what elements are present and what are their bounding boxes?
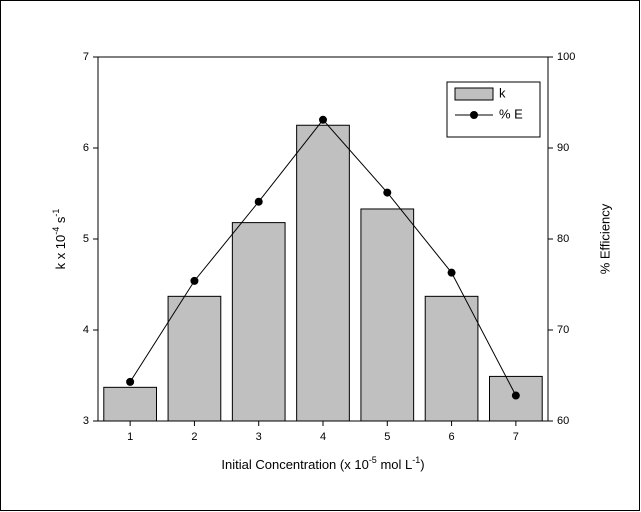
y-tick-label: 4: [83, 324, 89, 336]
x-tick-label: 6: [449, 431, 455, 443]
marker: [190, 276, 199, 285]
y-tick-label: 7: [83, 51, 89, 63]
bar: [296, 124, 350, 422]
x-tick-label: 7: [513, 431, 519, 443]
y2-tick-label: 90: [557, 142, 569, 154]
y2-tick-label: 60: [557, 415, 569, 427]
x-tick-label: 2: [191, 431, 197, 443]
y-label: k x 10-4 s-1: [51, 209, 68, 270]
marker: [126, 377, 135, 386]
y2-label: % Efficiency: [597, 203, 612, 274]
y-tick-label: 5: [83, 233, 89, 245]
label-part: mol L: [377, 457, 412, 472]
label-part: s: [53, 216, 68, 227]
label-part: k x 10: [53, 235, 68, 270]
legend-marker: [470, 111, 478, 119]
marker: [383, 188, 392, 197]
label-part: -1: [412, 455, 420, 465]
y-tick-label: 6: [83, 142, 89, 154]
x-tick-label: 4: [320, 431, 326, 443]
label-part: -4: [51, 227, 61, 235]
bar: [360, 208, 415, 422]
x-tick-label: 3: [256, 431, 262, 443]
x-label: Initial Concentration (x 10-5 mol L-1): [221, 455, 424, 472]
y2-tick-label: 70: [557, 324, 569, 336]
marker: [319, 115, 327, 124]
y2-tick-label: 100: [557, 51, 575, 63]
y-tick-label: 3: [83, 415, 89, 427]
marker: [511, 391, 520, 400]
label-part: ): [420, 457, 424, 472]
label-part: -1: [51, 209, 61, 217]
bar: [231, 222, 286, 422]
label-part: -5: [369, 455, 377, 465]
bar: [167, 295, 222, 422]
legend-label: % E: [499, 106, 523, 121]
bar: [424, 295, 479, 422]
bar: [103, 386, 157, 422]
y2-tick-label: 80: [557, 233, 569, 245]
x-tick-label: 1: [127, 431, 133, 443]
marker: [447, 268, 456, 277]
x-tick-label: 5: [384, 431, 390, 443]
label-part: Initial Concentration (x 10: [221, 457, 368, 472]
marker: [254, 197, 263, 206]
legend-label: k: [499, 85, 506, 100]
legend-swatch: [454, 87, 494, 101]
